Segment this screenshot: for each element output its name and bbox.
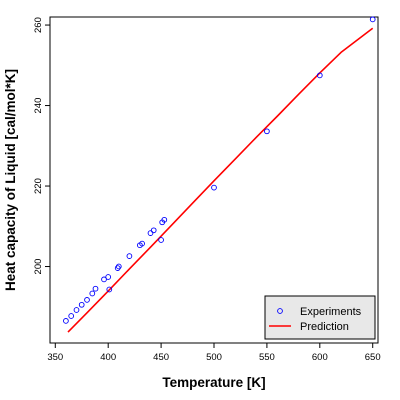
x-axis: 350 400 450 500 550 600 650 (47, 343, 381, 363)
experiment-point-16 (150, 227, 157, 234)
legend: Experiments Prediction (264, 295, 376, 340)
x-tick-label-550: 550 (259, 352, 275, 363)
experiment-point-21 (264, 128, 270, 135)
x-axis-title: Temperature [K] (162, 375, 265, 390)
y-axis: 200 220 240 260 (33, 17, 50, 274)
legend-experiments-label: Experiments (300, 306, 362, 318)
experiment-point-17 (158, 237, 164, 243)
x-tick-label-350: 350 (47, 352, 63, 363)
experiment-point-3 (78, 301, 85, 308)
experiment-point-1 (68, 313, 75, 319)
legend-experiments-marker (277, 308, 283, 314)
prediction-line (67, 27, 374, 333)
legend-prediction-label: Prediction (300, 321, 349, 333)
legend-box (264, 295, 376, 340)
experiment-point-11 (115, 263, 122, 270)
experiment-point-5 (89, 290, 96, 297)
y-tick-label-240: 240 (33, 98, 44, 114)
x-tick-label-600: 600 (312, 352, 328, 363)
experiment-point-14 (139, 240, 145, 247)
experiment-point-23 (369, 16, 376, 23)
experiment-point-6 (92, 285, 99, 292)
experiment-point-22 (316, 72, 323, 79)
y-tick-label-220: 220 (33, 178, 44, 194)
experiment-point-15 (147, 230, 154, 236)
experiment-point-19 (161, 216, 168, 223)
x-tick-label-500: 500 (206, 352, 222, 363)
y-tick-label-200: 200 (33, 259, 44, 275)
experiment-point-9 (106, 286, 113, 293)
experiment-point-7 (101, 276, 107, 283)
experiment-point-2 (73, 307, 80, 313)
y-axis-title: Heat capacity of Liquid [cal/mol*K] (3, 69, 18, 291)
series-layer (63, 16, 376, 333)
x-tick-label-650: 650 (365, 352, 381, 363)
experiment-point-0 (63, 318, 69, 324)
experiment-point-10 (114, 265, 121, 271)
x-tick-label-400: 400 (100, 352, 116, 363)
experiment-point-4 (84, 297, 90, 303)
experiment-point-20 (211, 184, 217, 191)
experiment-point-8 (105, 274, 112, 280)
y-tick-label-260: 260 (33, 17, 44, 33)
x-tick-label-450: 450 (153, 352, 169, 363)
experiment-point-12 (126, 253, 133, 259)
